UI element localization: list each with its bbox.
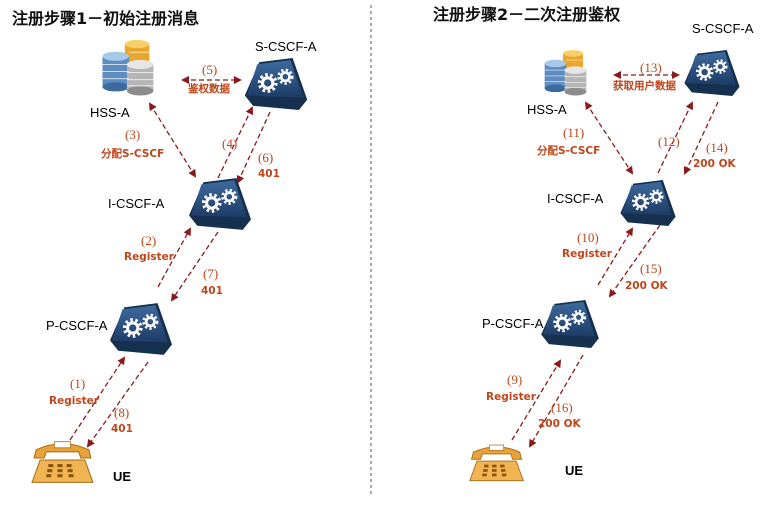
- hss-database-icon: [544, 50, 587, 96]
- step-2-number: (2): [141, 233, 156, 248]
- step-10-label: Register: [562, 248, 613, 260]
- scscf-router-icon: [683, 50, 741, 96]
- arrow-step-10: [597, 227, 634, 286]
- arrow-step-15: [608, 224, 661, 298]
- step-5-number: (5): [202, 62, 217, 77]
- arrow-step-12: [657, 101, 693, 174]
- ue-phone-icon: [31, 441, 94, 483]
- icscf-router-icon: [189, 178, 251, 230]
- step-5-label: 鉴权数据: [187, 82, 230, 95]
- step-7-number: (7): [203, 266, 218, 281]
- arrow-step-4: [217, 106, 253, 179]
- step-6-number: (6): [258, 150, 273, 165]
- arrow-step-6: [236, 111, 271, 184]
- step-2-label: Register: [124, 251, 175, 263]
- arrow-step-7: [170, 231, 219, 302]
- step-9-label: Register: [486, 391, 537, 403]
- step-13-label: 获取用户数据: [613, 79, 676, 92]
- pcscf-label: P-CSCF-A: [46, 318, 108, 333]
- step-11-number: (11): [563, 125, 584, 140]
- step-1-label: Register: [49, 395, 100, 407]
- right-title: 注册步骤2－二次注册鉴权: [433, 5, 621, 24]
- step-9-number: (9): [507, 372, 522, 387]
- arrow-step-3: [148, 102, 197, 178]
- step-8-number: (8): [114, 405, 129, 420]
- hss-label: HSS-A: [527, 102, 567, 117]
- step-10-number: (10): [577, 230, 599, 245]
- arrow-step-1: [69, 356, 126, 441]
- scscf-label: S-CSCF-A: [692, 21, 754, 36]
- ue-phone-icon: [469, 444, 524, 482]
- step-13-number: (13): [640, 60, 662, 75]
- arrow-step-11: [584, 101, 634, 175]
- icscf-label: I-CSCF-A: [108, 196, 165, 211]
- step-14-number: (14): [706, 140, 728, 155]
- step-14-label: 200 OK: [693, 158, 736, 170]
- step-1-number: (1): [70, 376, 85, 391]
- step-16-label: 200 OK: [538, 418, 581, 430]
- left-panel: 注册步骤1－初始注册消息 HSS-A S-CSCF-A I-CSCF-A P-C…: [12, 9, 317, 484]
- ue-label: UE: [113, 469, 131, 484]
- step-6-label: 401: [258, 168, 280, 180]
- step-15-label: 200 OK: [625, 280, 668, 292]
- icscf-label: I-CSCF-A: [547, 191, 604, 206]
- step-8-label: 401: [111, 423, 133, 435]
- arrow-step-14: [683, 101, 719, 175]
- ue-label: UE: [565, 463, 583, 478]
- step-15-number: (15): [640, 261, 662, 276]
- step-3-label: 分配S-CSCF: [101, 147, 164, 160]
- pcscf-router-icon: [540, 300, 600, 348]
- icscf-router-icon: [619, 180, 677, 226]
- hss-label: HSS-A: [90, 105, 130, 120]
- step-7-label: 401: [201, 285, 223, 297]
- step-4-number: (4): [222, 136, 237, 151]
- arrow-step-8: [86, 361, 149, 448]
- step-3-number: (3): [125, 127, 140, 142]
- arrow-step-16: [528, 354, 584, 448]
- pcscf-router-icon: [110, 303, 172, 355]
- hss-database-icon: [102, 40, 154, 96]
- right-panel: 注册步骤2－二次注册鉴权 HSS-A S-CSCF-A I-CSCF-A P-C…: [433, 5, 754, 482]
- left-title: 注册步骤1－初始注册消息: [12, 9, 199, 28]
- scscf-label: S-CSCF-A: [255, 39, 317, 54]
- step-12-number: (12): [658, 134, 680, 149]
- step-11-label: 分配S-CSCF: [537, 144, 600, 157]
- scscf-router-icon: [244, 58, 308, 110]
- step-16-number: (16): [551, 400, 573, 415]
- arrow-step-2: [157, 227, 191, 288]
- pcscf-label: P-CSCF-A: [482, 316, 544, 331]
